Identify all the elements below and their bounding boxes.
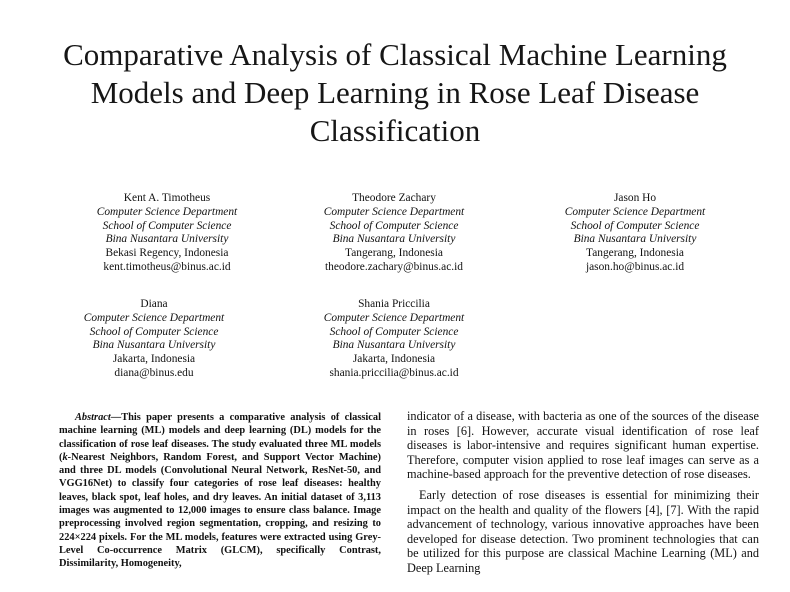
author-location: Jakarta, Indonesia <box>352 353 436 366</box>
author-department: Computer Science Department <box>564 205 706 218</box>
abstract-text-2: -Nearest Neighbors, Random Forest, and S… <box>59 451 381 570</box>
author-school: School of Computer Science <box>329 325 459 338</box>
author-name: Diana <box>140 298 168 310</box>
author-block-3: Jason Ho Computer Science Department Sch… <box>525 192 745 275</box>
author-school: School of Computer Science <box>102 219 232 232</box>
author-location: Bekasi Regency, Indonesia <box>105 247 229 260</box>
author-block-4: Diana Computer Science Department School… <box>44 298 264 381</box>
author-school: School of Computer Science <box>570 219 700 232</box>
author-location: Tangerang, Indonesia <box>345 247 443 260</box>
author-block-2: Theodore Zachary Computer Science Depart… <box>284 192 504 275</box>
author-email: shania.priccilia@binus.ac.id <box>329 366 459 379</box>
abstract-dash: — <box>110 412 122 423</box>
author-university: Bina Nusantara University <box>573 233 697 246</box>
abstract-k-italic: k <box>62 451 68 463</box>
body-paragraph-1: indicator of a disease, with bacteria as… <box>407 409 759 482</box>
abstract: Abstract—This paper presents a comparati… <box>59 411 381 571</box>
author-department: Computer Science Department <box>323 205 465 218</box>
author-name: Theodore Zachary <box>352 192 436 204</box>
author-name: Kent A. Timotheus <box>123 192 211 204</box>
author-department: Computer Science Department <box>83 311 225 324</box>
author-block-1: Kent A. Timotheus Computer Science Depar… <box>57 192 277 275</box>
author-school: School of Computer Science <box>329 219 459 232</box>
author-department: Computer Science Department <box>96 205 238 218</box>
body-column-right: indicator of a disease, with bacteria as… <box>407 409 759 576</box>
author-university: Bina Nusantara University <box>332 233 456 246</box>
author-name: Shania Priccilia <box>358 298 430 310</box>
author-university: Bina Nusantara University <box>332 339 456 352</box>
author-school: School of Computer Science <box>89 325 219 338</box>
author-email: theodore.zachary@binus.ac.id <box>325 260 463 273</box>
author-name: Jason Ho <box>613 192 657 204</box>
author-location: Jakarta, Indonesia <box>112 353 196 366</box>
abstract-text-1: This paper presents a comparative analys… <box>59 412 381 463</box>
author-block-5: Shania Priccilia Computer Science Depart… <box>284 298 504 381</box>
author-location: Tangerang, Indonesia <box>586 247 684 260</box>
author-email: jason.ho@binus.ac.id <box>585 260 685 273</box>
body-paragraph-2: Early detection of rose diseases is esse… <box>407 487 759 575</box>
author-university: Bina Nusantara University <box>105 233 229 246</box>
author-email: diana@binus.edu <box>114 366 194 379</box>
author-email: kent.timotheus@binus.ac.id <box>103 260 231 273</box>
author-department: Computer Science Department <box>323 311 465 324</box>
abstract-lead: Abstract <box>75 412 111 423</box>
author-university: Bina Nusantara University <box>92 339 216 352</box>
paper-title: Comparative Analysis of Classical Machin… <box>63 37 727 148</box>
